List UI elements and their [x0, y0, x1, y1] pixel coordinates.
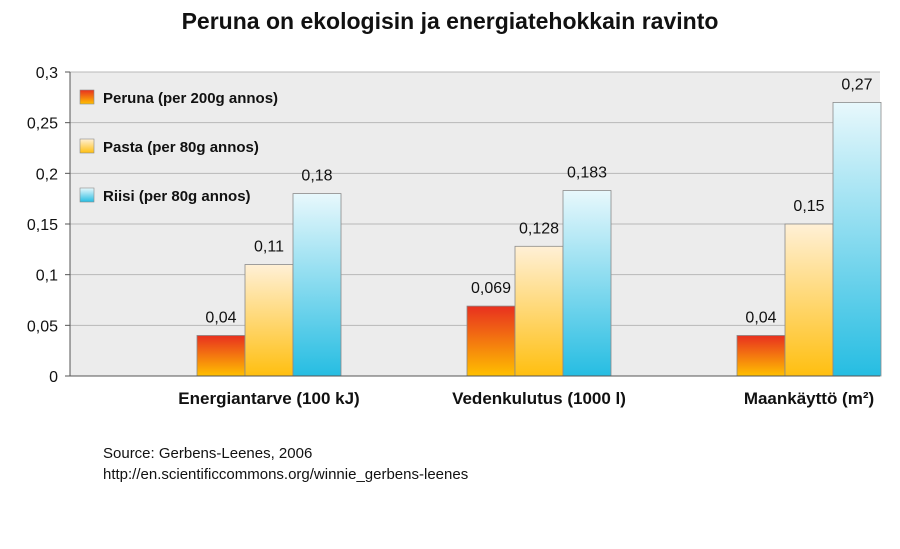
y-tick-label: 0,05 — [27, 318, 58, 335]
data-label: 0,04 — [205, 309, 236, 326]
bar-pasta — [244, 264, 294, 377]
y-tick-label: 0,3 — [36, 65, 58, 82]
source-note: Source: Gerbens-Leenes, 2006 http://en.s… — [103, 443, 468, 485]
y-tick-label: 0,1 — [36, 268, 58, 285]
legend-label: Pasta (per 80g annos) — [103, 139, 259, 156]
data-label: 0,27 — [841, 76, 872, 93]
bar-riisi — [832, 102, 882, 377]
bar-peruna — [196, 335, 246, 377]
bar-riisi — [292, 193, 342, 377]
legend-swatch-peruna — [79, 89, 95, 105]
legend-swatch-pasta — [79, 138, 95, 154]
data-label: 0,128 — [519, 220, 559, 237]
data-label: 0,183 — [567, 165, 607, 182]
source-url: http://en.scientificcommons.org/winnie_g… — [103, 466, 469, 483]
y-tick-label: 0,15 — [27, 217, 58, 234]
data-label: 0,15 — [793, 198, 824, 215]
bar-peruna — [736, 335, 786, 377]
y-tick-label: 0,2 — [36, 166, 58, 183]
x-category-label: Energiantarve (100 kJ) — [178, 389, 359, 408]
y-tick-label: 0,25 — [27, 116, 58, 133]
data-label: 0,069 — [471, 280, 511, 297]
legend-swatch-riisi — [79, 187, 95, 203]
bar-riisi — [562, 190, 612, 377]
bar-pasta — [514, 245, 564, 377]
x-category-label: Vedenkulutus (1000 l) — [452, 389, 626, 408]
x-category-label: Maankäyttö (m²) — [744, 389, 874, 408]
bar-pasta — [784, 223, 834, 377]
source-citation: Source: Gerbens-Leenes, 2006 — [103, 445, 313, 462]
data-label: 0,11 — [254, 239, 284, 256]
data-label: 0,04 — [745, 309, 776, 326]
legend-label: Peruna (per 200g annos) — [103, 90, 278, 107]
y-tick-label: 0 — [49, 369, 58, 386]
legend-label: Riisi (per 80g annos) — [103, 188, 251, 205]
data-label: 0,18 — [301, 168, 332, 185]
bar-peruna — [466, 305, 516, 377]
chart-title: Peruna on ekologisin ja energiatehokkain… — [181, 8, 719, 34]
